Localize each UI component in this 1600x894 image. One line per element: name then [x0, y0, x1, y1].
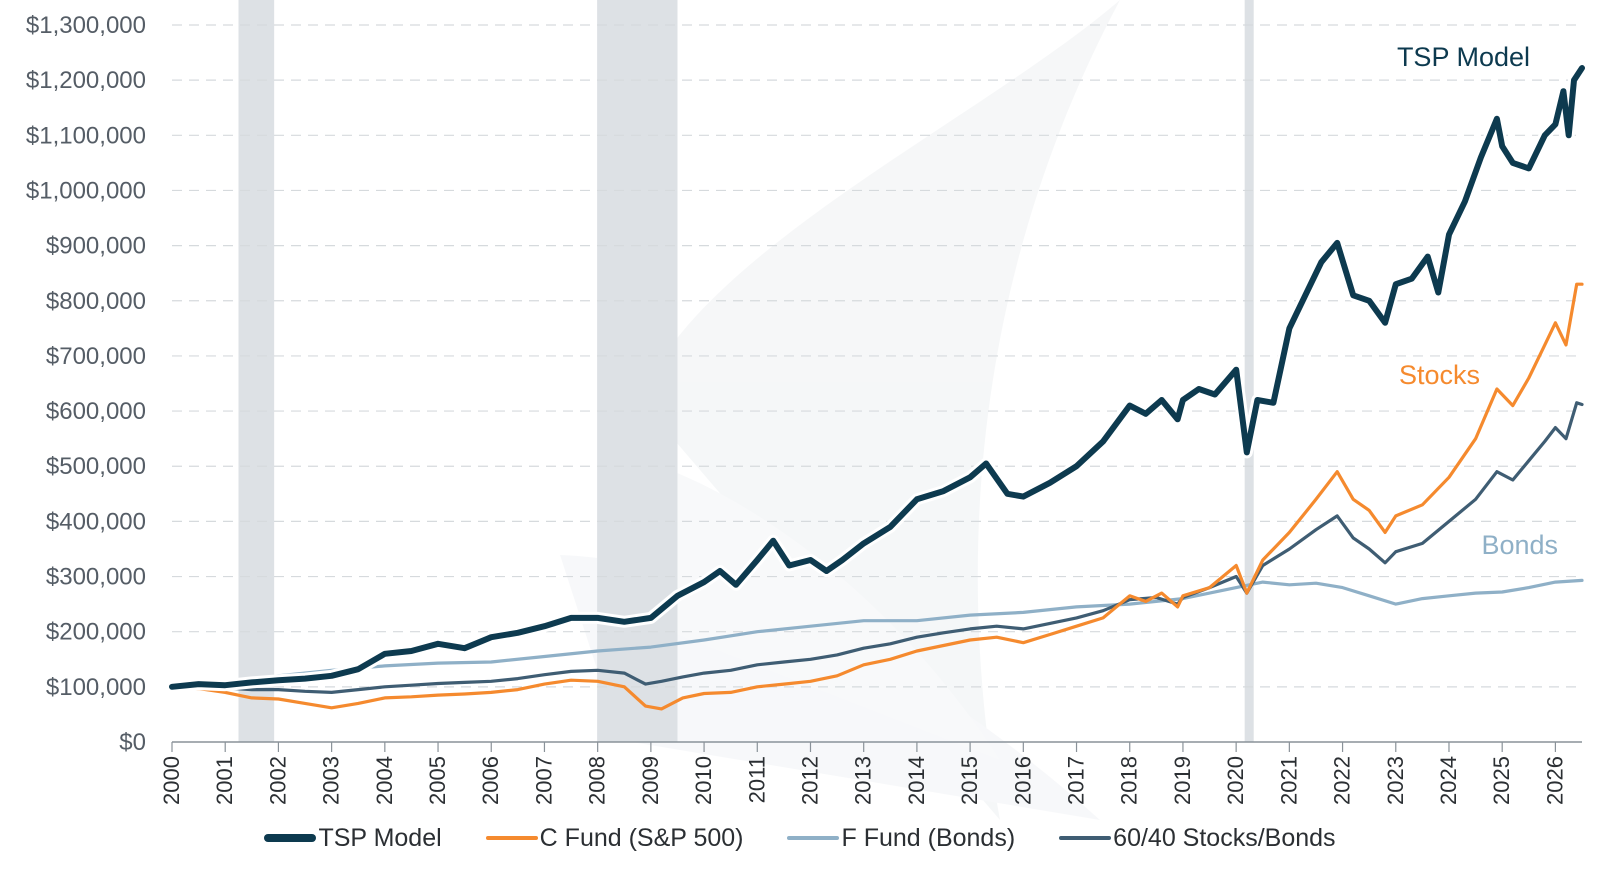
series-line-60-40-stocks-bonds — [170, 401, 1584, 694]
x-tick-label: 2021 — [1276, 756, 1301, 805]
legend-swatch — [787, 836, 840, 840]
recession-band-3 — [1244, 0, 1254, 742]
y-tick-label: $700,000 — [46, 343, 146, 370]
x-tick-label: 2018 — [1117, 756, 1142, 805]
legend-item: TSP Model — [264, 823, 442, 853]
x-tick-label: 2015 — [957, 756, 982, 805]
y-tick-label: $1,000,000 — [26, 177, 146, 204]
y-tick-label: $1,200,000 — [26, 67, 146, 94]
y-tick-label: $800,000 — [46, 288, 146, 315]
x-tick-label: 2007 — [531, 756, 556, 805]
legend-swatch — [264, 834, 317, 842]
x-tick-label: 2008 — [585, 756, 610, 805]
series-line-c-fund-s-p-500- — [170, 282, 1584, 711]
legend-item: C Fund (S&P 500) — [485, 823, 744, 853]
x-tick-label: 2006 — [478, 756, 503, 805]
recession-band-1 — [238, 0, 275, 742]
x-tick-label: 2024 — [1436, 756, 1461, 805]
axes: $0 $100,000 $200,000 $300,000 $400,000 $500,0… — [26, 12, 1582, 805]
legend-swatch — [1059, 836, 1112, 840]
x-tick-label: 2003 — [319, 756, 344, 805]
legend-label: C Fund (S&P 500) — [539, 823, 744, 852]
y-tick-label: $1,100,000 — [26, 122, 146, 149]
y-tick-label: $900,000 — [46, 233, 146, 260]
y-tick-label: $1,300,000 — [26, 12, 146, 39]
x-tick-label: 2005 — [425, 756, 450, 805]
x-tick-label: 2010 — [691, 756, 716, 805]
x-tick-label: 2009 — [638, 756, 663, 805]
y-tick-label: $300,000 — [46, 564, 146, 591]
x-tick-label: 2026 — [1542, 756, 1567, 805]
x-tick-label: 2000 — [159, 756, 184, 805]
legend-item: F Fund (Bonds) — [787, 824, 1015, 853]
x-tick-label: 2014 — [904, 756, 929, 805]
y-tick-label: $100,000 — [46, 674, 146, 701]
y-tick-label: $500,000 — [46, 453, 146, 480]
x-tick-label: 2011 — [744, 756, 769, 803]
series-end-label: Bonds — [1481, 530, 1558, 560]
series-lines — [166, 62, 1588, 711]
legend-label: F Fund (Bonds) — [841, 823, 1016, 852]
x-tick-label: 2020 — [1223, 756, 1248, 805]
recession-band-2 — [597, 0, 678, 742]
series-line-tsp-model — [169, 65, 1585, 690]
series-end-labels: TSP Model Stocks Bonds — [1397, 42, 1558, 560]
line-chart: $0 $100,000 $200,000 $300,000 $400,000 $500,0… — [25, 0, 1588, 820]
x-tick-label: 2004 — [372, 756, 397, 805]
y-tick-label: $400,000 — [46, 508, 146, 535]
x-tick-label: 2025 — [1489, 756, 1514, 805]
x-tick-label: 2002 — [265, 756, 290, 805]
x-tick-label: 2019 — [1170, 756, 1195, 805]
y-tick-label: $0 — [119, 729, 146, 756]
series-end-label: Stocks — [1399, 360, 1480, 390]
legend-item: 60/40 Stocks/Bonds — [1059, 823, 1336, 853]
x-tick-label: 2012 — [797, 756, 822, 805]
x-tick-label: 2022 — [1330, 756, 1355, 805]
gridlines — [172, 24, 1582, 688]
series-end-label: TSP Model — [1397, 42, 1530, 72]
y-tick-label: $600,000 — [46, 398, 146, 425]
legend-label: 60/40 Stocks/Bonds — [1113, 823, 1336, 852]
legend: TSP Model C Fund (S&P 500) F Fund (Bonds) 6… — [0, 818, 1600, 858]
x-tick-label: 2017 — [1064, 756, 1089, 805]
x-tick-label: 2001 — [212, 756, 237, 805]
legend-swatch — [485, 836, 538, 840]
watermark-sail — [560, 0, 1120, 820]
legend-label: TSP Model — [318, 823, 442, 852]
x-tick-label: 2013 — [851, 756, 876, 805]
series-line-f-fund-bonds- — [170, 578, 1584, 689]
x-tick-label: 2023 — [1383, 756, 1408, 805]
y-tick-label: $200,000 — [46, 619, 146, 646]
x-tick-label: 2016 — [1010, 756, 1035, 805]
